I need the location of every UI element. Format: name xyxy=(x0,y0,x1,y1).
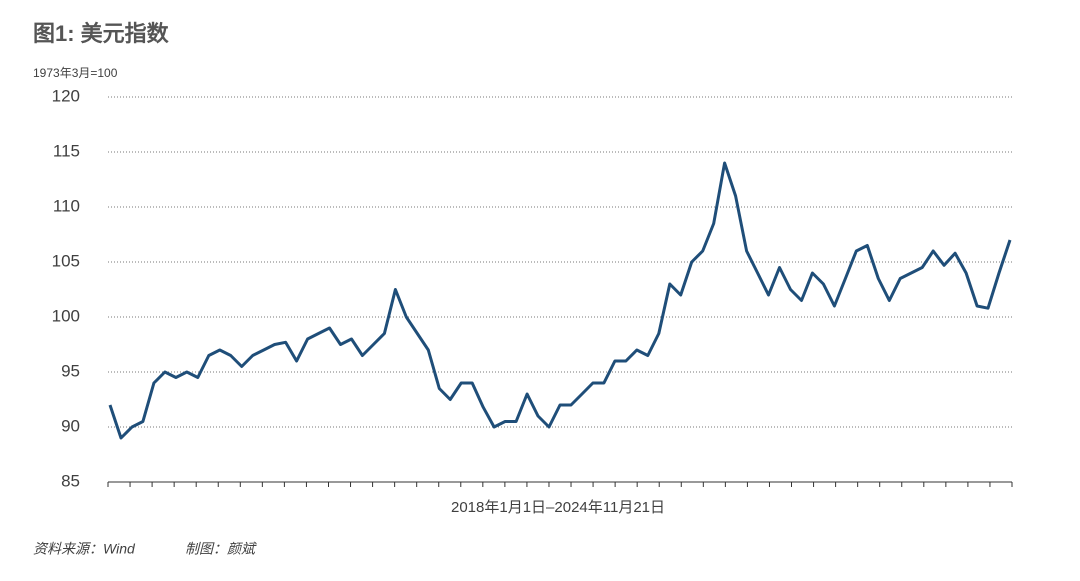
data-line xyxy=(108,161,1012,440)
y-tick-label: 110 xyxy=(53,196,80,215)
y-tick-label: 95 xyxy=(61,361,80,380)
x-axis-label: 2018年1月1日–2024年11月21日 xyxy=(451,499,665,516)
chart-title: 图1: 美元指数 xyxy=(33,21,170,46)
source: 资料来源：Wind xyxy=(33,541,136,557)
y-tick-label: 115 xyxy=(53,141,80,160)
y-axis-label: 1973年3月=100 xyxy=(33,66,118,80)
y-tick-label: 85 xyxy=(61,471,80,490)
y-tick-label: 120 xyxy=(52,86,80,105)
y-tick-label: 100 xyxy=(52,306,80,325)
y-tick-label: 90 xyxy=(61,416,80,435)
y-tick-label: 105 xyxy=(52,251,80,270)
author: 制图：颜斌 xyxy=(185,541,257,557)
